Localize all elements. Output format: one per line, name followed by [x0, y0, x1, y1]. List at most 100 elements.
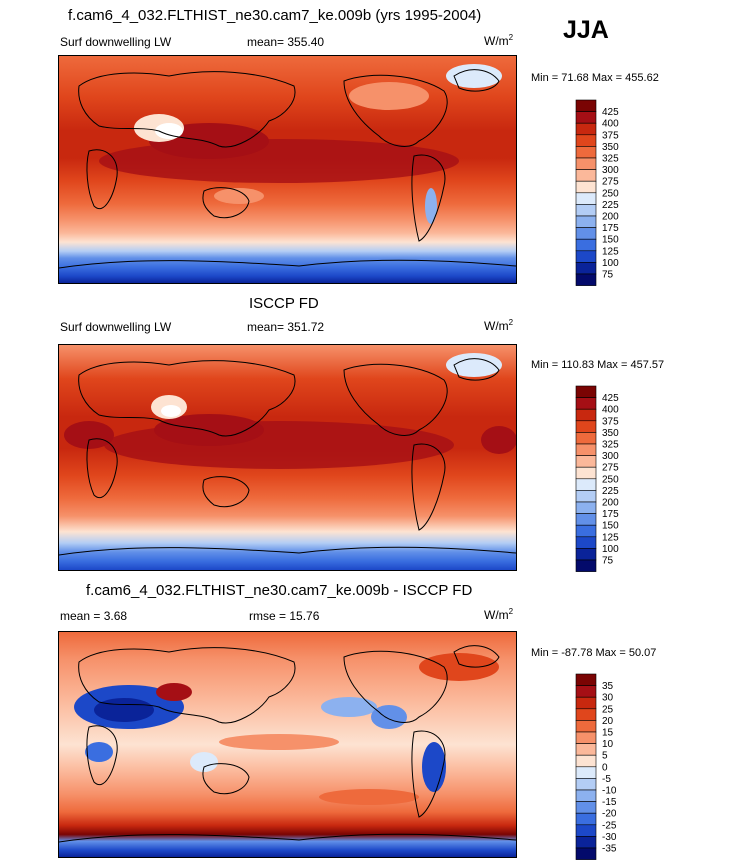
- panel3-minmax: Min = -87.78 Max = 50.07: [531, 647, 657, 659]
- colorbar-swatch: [575, 443, 597, 456]
- colorbar-tick-label: 125: [602, 246, 619, 257]
- panel2-minmax: Min = 110.83 Max = 457.57: [531, 359, 665, 371]
- panel2-units: W/m2: [484, 318, 514, 333]
- panel2-colorbar: 425 400 375 350 325 300 275 250 225 200 175 150 125 1…: [575, 385, 636, 572]
- colorbar-swatch: [575, 180, 597, 194]
- colorbar-swatch: [575, 262, 597, 275]
- colorbar-tick-label: 175: [602, 223, 619, 234]
- colorbar-tick-label: 250: [602, 474, 619, 485]
- colorbar-tick-label: 15: [602, 728, 614, 739]
- colorbar-swatch: [575, 455, 597, 468]
- panel3-units: W/m2: [484, 607, 514, 622]
- colorbar-tick-label: 10: [602, 739, 614, 750]
- colorbar-tick-label: 100: [602, 258, 619, 269]
- colorbar-swatch: [575, 685, 597, 698]
- colorbar-tick-label: 350: [602, 142, 619, 153]
- colorbar-tick-label: 20: [602, 716, 614, 727]
- colorbar-swatch: [575, 778, 597, 791]
- panel3-colorbar: 35 30 25 20 15 10 5 0 -5 -10 -15 -20 -25 -30 -35: [575, 673, 636, 860]
- colorbar-swatch: [575, 501, 597, 514]
- panel3-title: f.cam6_4_032.FLTHIST_ne30.cam7_ke.009b -…: [86, 582, 473, 599]
- colorbar-tick-label: 200: [602, 212, 619, 223]
- colorbar-tick-label: 150: [602, 521, 619, 532]
- colorbar-tick-label: 200: [602, 498, 619, 509]
- colorbar-tick-label: 75: [602, 556, 614, 567]
- panel3-rmse-label: rmse = 15.76: [249, 609, 320, 623]
- season-label: JJA: [563, 16, 609, 44]
- colorbar-swatch: [575, 836, 597, 849]
- colorbar-swatch: [575, 720, 597, 733]
- colorbar-swatch: [575, 146, 597, 159]
- panel2-variable-label: Surf downwelling LW: [60, 320, 172, 334]
- colorbar-tick-label: 0: [602, 762, 608, 773]
- panel1-units: W/m2: [484, 33, 514, 48]
- colorbar-tick-label: 225: [602, 486, 619, 497]
- panel1-mean-label: mean= 355.40: [247, 35, 325, 49]
- colorbar-swatch: [575, 673, 597, 686]
- colorbar-swatch: [575, 731, 597, 744]
- colorbar-tick-label: 5: [602, 751, 608, 762]
- colorbar-swatch: [575, 536, 597, 549]
- colorbar-swatch: [575, 192, 597, 205]
- colorbar-swatch: [575, 238, 597, 252]
- colorbar-swatch: [575, 743, 597, 756]
- panel1-minmax: Min = 71.68 Max = 455.62: [531, 72, 659, 84]
- colorbar-swatch: [575, 847, 597, 860]
- colorbar-tick-label: -25: [602, 820, 617, 831]
- panel2-mean-label: mean= 351.72: [247, 320, 325, 334]
- colorbar-swatch: [575, 204, 597, 217]
- colorbar-tick-label: 325: [602, 440, 619, 451]
- colorbar-swatch: [575, 227, 597, 240]
- colorbar-tick-label: 400: [602, 405, 619, 416]
- colorbar-swatch: [575, 801, 597, 814]
- colorbar-tick-label: 150: [602, 235, 619, 246]
- colorbar-swatch: [575, 250, 597, 263]
- colorbar-tick-label: 35: [602, 681, 614, 692]
- colorbar-tick-label: 375: [602, 416, 619, 427]
- panel1-map: [58, 55, 517, 284]
- colorbar-swatch: [575, 490, 597, 503]
- colorbar-tick-label: 275: [602, 463, 619, 474]
- panel3-map: [58, 631, 517, 858]
- panel1-colorbar: 425 400 375 350 325 300 275 250 225 200 175 150 125 1…: [575, 99, 636, 286]
- colorbar-tick-label: 100: [602, 544, 619, 555]
- colorbar-tick-label: -15: [602, 797, 617, 808]
- colorbar-tick-label: 425: [602, 393, 619, 404]
- colorbar-swatch: [575, 696, 597, 710]
- colorbar-swatch: [575, 215, 597, 228]
- colorbar-tick-label: 275: [602, 177, 619, 188]
- colorbar-swatch: [575, 766, 597, 779]
- colorbar-swatch: [575, 559, 597, 572]
- colorbar-swatch: [575, 420, 597, 433]
- colorbar-swatch: [575, 273, 597, 286]
- colorbar-swatch: [575, 169, 597, 182]
- colorbar-tick-label: 350: [602, 428, 619, 439]
- colorbar-swatch: [575, 122, 597, 136]
- colorbar-swatch: [575, 812, 597, 826]
- colorbar-swatch: [575, 111, 597, 124]
- panel1-variable-label: Surf downwelling LW: [60, 35, 172, 49]
- colorbar-tick-label: 75: [602, 270, 614, 281]
- colorbar-tick-label: -35: [602, 844, 617, 855]
- colorbar-tick-label: -30: [602, 832, 617, 843]
- colorbar-swatch: [575, 408, 597, 422]
- colorbar-tick-label: 425: [602, 107, 619, 118]
- colorbar-swatch: [575, 524, 597, 538]
- colorbar-tick-label: 175: [602, 509, 619, 520]
- colorbar-swatch: [575, 513, 597, 526]
- colorbar-tick-label: 30: [602, 693, 614, 704]
- colorbar-tick-label: 325: [602, 154, 619, 165]
- colorbar-swatch: [575, 789, 597, 802]
- colorbar-tick-label: 125: [602, 532, 619, 543]
- panel3-mean-label: mean = 3.68: [60, 609, 128, 623]
- colorbar-swatch: [575, 478, 597, 491]
- panel1-title: f.cam6_4_032.FLTHIST_ne30.cam7_ke.009b (…: [68, 7, 482, 24]
- colorbar-swatch: [575, 432, 597, 445]
- colorbar-swatch: [575, 824, 597, 837]
- colorbar-tick-label: 300: [602, 165, 619, 176]
- colorbar-tick-label: 250: [602, 188, 619, 199]
- colorbar-swatch: [575, 397, 597, 410]
- colorbar-tick-label: -10: [602, 786, 617, 797]
- colorbar-tick-label: 25: [602, 704, 614, 715]
- colorbar-tick-label: 300: [602, 451, 619, 462]
